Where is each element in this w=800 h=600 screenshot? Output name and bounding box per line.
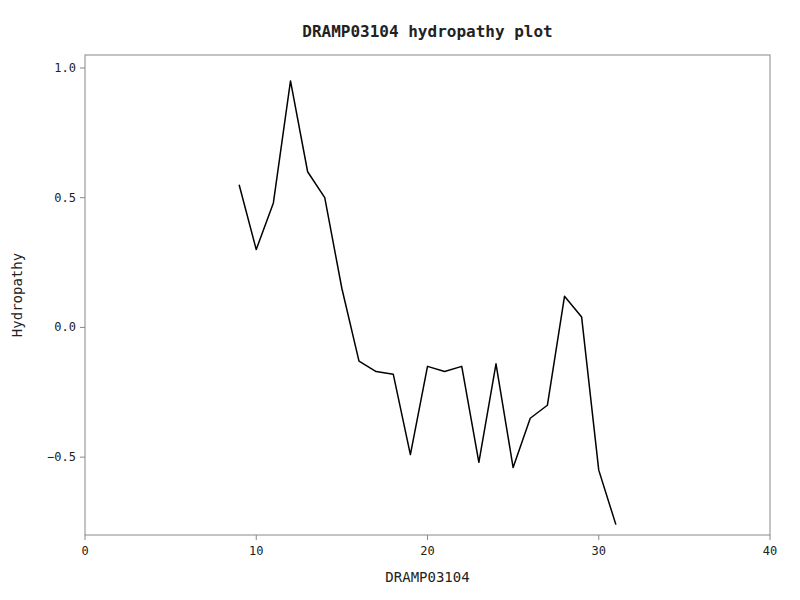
y-tick-label: −0.5 — [47, 450, 76, 464]
y-tick — [80, 457, 85, 458]
x-tick — [427, 535, 428, 540]
x-tick-label: 0 — [81, 544, 88, 558]
y-tick-label: 0.0 — [54, 320, 76, 334]
x-tick — [598, 535, 599, 540]
plot-frame — [85, 55, 770, 535]
x-tick — [256, 535, 257, 540]
y-tick — [80, 327, 85, 328]
y-tick — [80, 67, 85, 68]
title: DRAMP03104 hydropathy plot — [302, 22, 552, 41]
x-tick-label: 40 — [763, 544, 777, 558]
y-tick-label: 1.0 — [54, 61, 76, 75]
x-tick-label: 10 — [249, 544, 263, 558]
data-line — [239, 81, 616, 525]
y-tick — [80, 197, 85, 198]
y-axis-label: Hydropathy — [9, 253, 25, 337]
x-tick — [85, 535, 86, 540]
chart: 0 10 20 30 40 1.0 0.5 0.0 −0.5 DRAMP03104 hydropa… — [0, 0, 800, 600]
x-tick-label: 30 — [592, 544, 606, 558]
x-tick-label: 20 — [420, 544, 434, 558]
x-axis-label: DRAMP03104 — [385, 569, 469, 585]
x-tick — [770, 535, 771, 540]
plot-area — [239, 81, 616, 525]
y-tick-label: 0.5 — [54, 191, 76, 205]
